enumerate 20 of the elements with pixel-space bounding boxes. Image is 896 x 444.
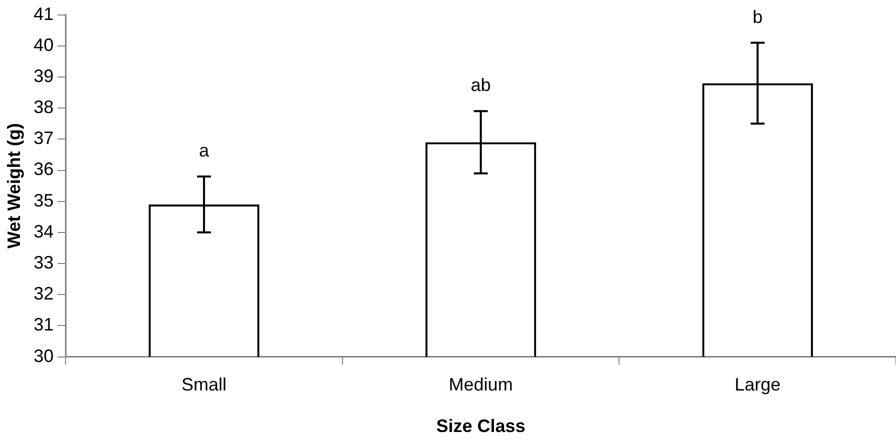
y-tick-label: 41 [34, 4, 54, 24]
x-tick-label: Large [734, 374, 781, 395]
y-axis-title: Wet Weight (g) [4, 123, 24, 248]
y-tick-label: 34 [34, 221, 54, 242]
y-tick-label: 32 [34, 284, 54, 304]
y-tick-label: 39 [34, 66, 54, 86]
y-tick-label: 31 [34, 314, 54, 335]
x-axis-title: Size Class [436, 416, 526, 436]
y-tick-label: 40 [34, 34, 54, 55]
y-tick-label: 33 [34, 252, 54, 272]
y-tick-label: 36 [34, 159, 54, 180]
x-tick-label: Small [182, 374, 227, 395]
annotation: b [752, 6, 763, 27]
y-tick-label: 38 [34, 97, 54, 118]
y-tick-label: 30 [34, 346, 54, 366]
y-tick-label: 37 [34, 128, 54, 148]
annotation: ab [470, 75, 491, 96]
annotation: a [199, 140, 210, 160]
y-tick-label: 35 [34, 190, 54, 210]
x-tick-label: Medium [448, 374, 513, 395]
